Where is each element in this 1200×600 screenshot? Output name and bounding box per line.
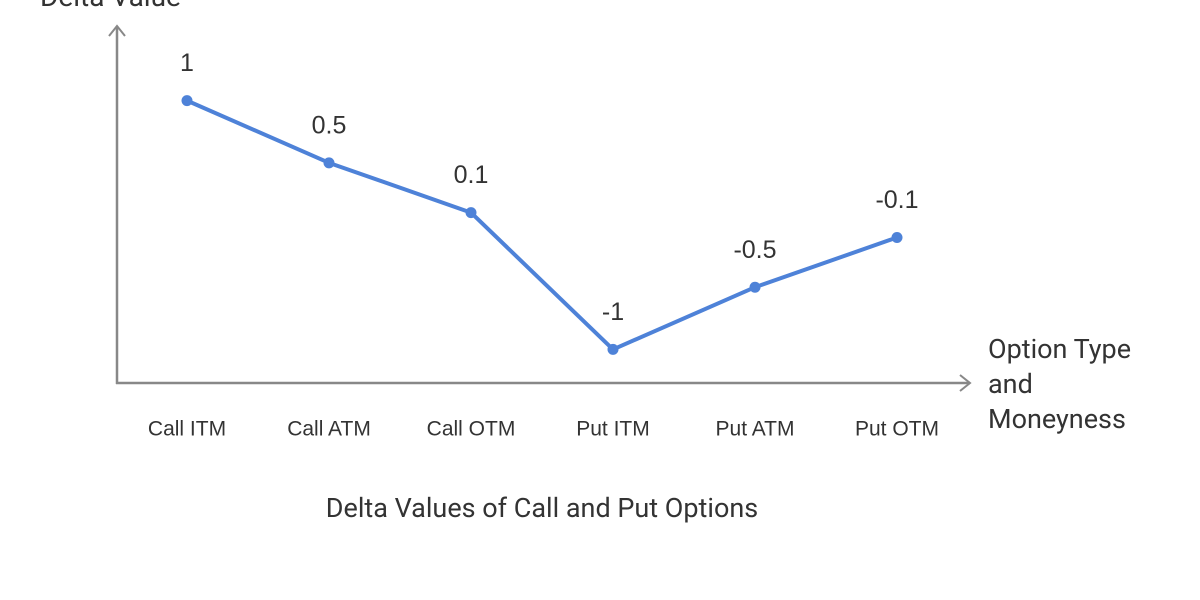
x-tick-label: Put OTM xyxy=(855,418,939,441)
x-tick-label: Put ITM xyxy=(576,418,650,441)
data-line xyxy=(186,98,898,352)
data-label: -1 xyxy=(602,298,624,326)
x-axis-title: Option Type and Moneyness xyxy=(988,333,1132,435)
x-axis-arrow xyxy=(959,374,972,392)
data-label: 0.1 xyxy=(454,161,489,189)
data-label: 0.5 xyxy=(312,111,347,139)
chart-title: Delta Values of Call and Put Options xyxy=(325,492,759,524)
data-label: -0.5 xyxy=(733,236,776,264)
data-point xyxy=(181,95,193,107)
x-tick-label: Put ATM xyxy=(716,418,795,441)
data-point xyxy=(749,281,761,293)
x-tick-label: Call ITM xyxy=(148,418,226,441)
data-point xyxy=(891,231,903,243)
x-tick-label: Call ATM xyxy=(287,418,371,441)
x-tick-label: Call OTM xyxy=(427,418,516,441)
data-point xyxy=(465,207,477,219)
y-axis-arrow xyxy=(108,24,126,37)
data-label: -0.1 xyxy=(875,186,918,214)
data-label: 1 xyxy=(180,49,194,77)
data-point xyxy=(323,157,335,169)
data-point xyxy=(607,343,619,355)
y-axis-title: Delta Value xyxy=(40,0,181,13)
